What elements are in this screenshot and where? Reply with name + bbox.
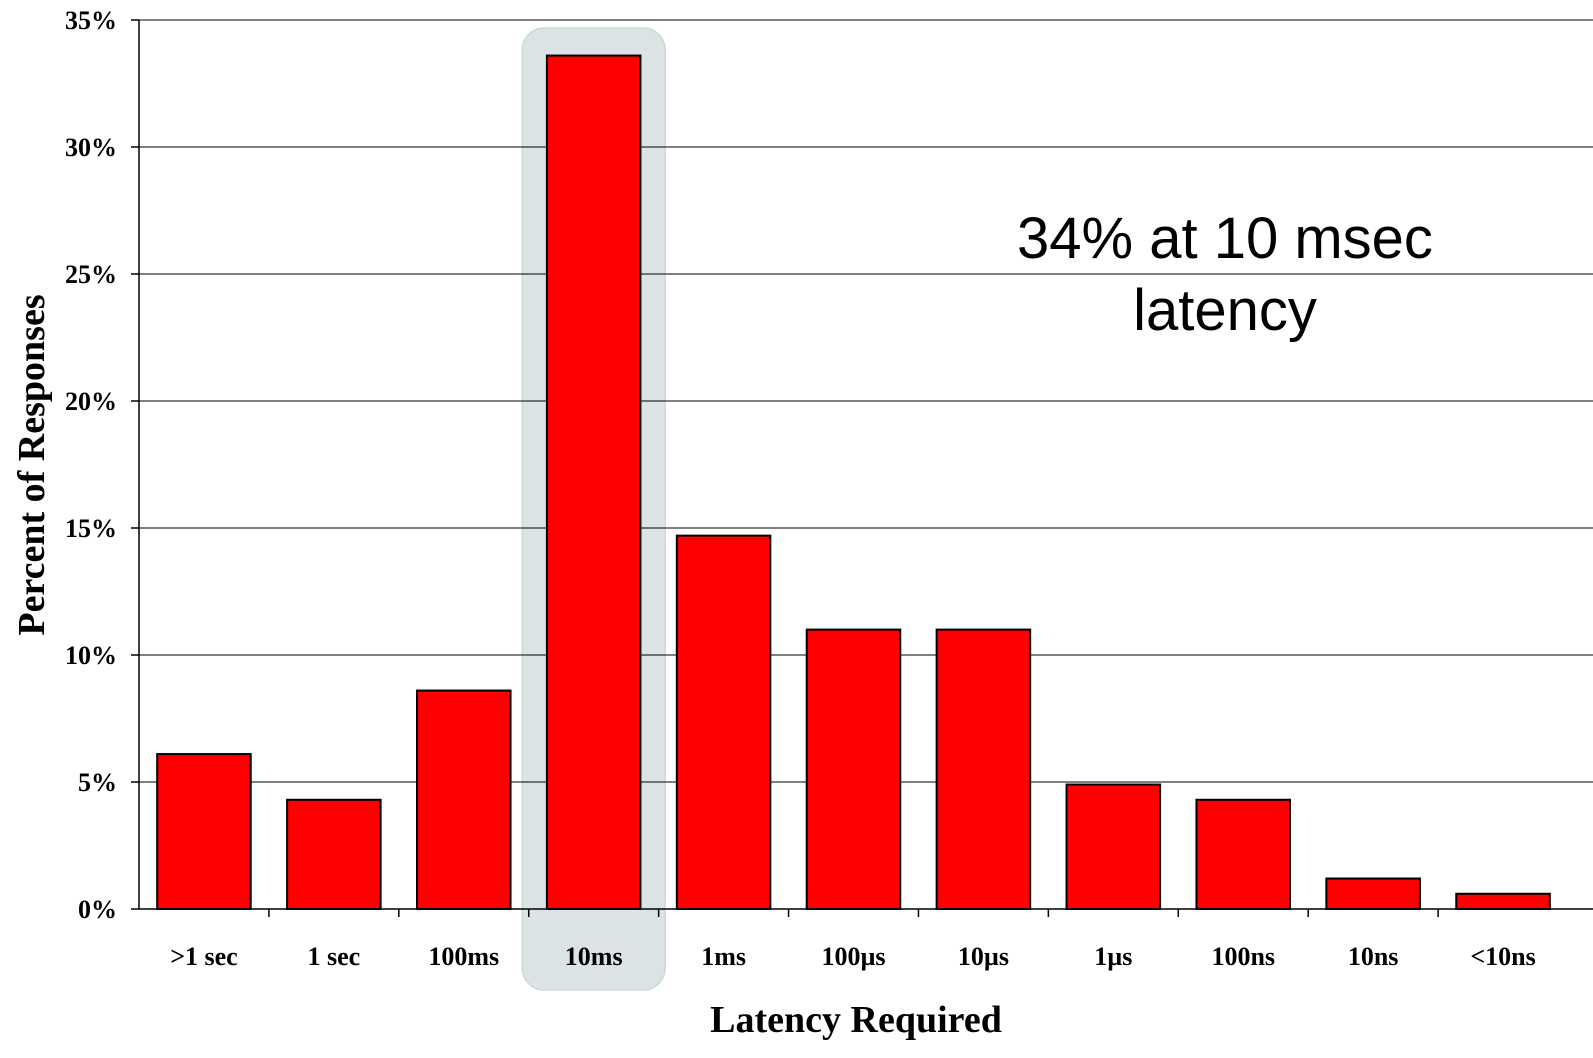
x-tick-label: 100ns (1211, 942, 1275, 971)
y-tick-label: 0% (78, 895, 117, 924)
y-tick-label: 35% (65, 6, 117, 35)
bar (1325, 877, 1421, 911)
x-axis-title: Latency Required (710, 999, 1002, 1041)
bar (805, 628, 902, 910)
x-tick-label: >1 sec (170, 942, 238, 971)
x-tick-label: 1 sec (308, 942, 361, 971)
labels-layer: 0% 5% 10% 15% 20% 25% 30% 35% >1 sec 1 sec 100ms 10… (65, 6, 1536, 971)
bar (675, 534, 772, 910)
bar (416, 689, 512, 910)
y-tick-label: 25% (65, 260, 117, 289)
y-tick-label: 10% (65, 641, 117, 670)
bars-layer (156, 54, 1551, 911)
annotation-line-2: latency (1133, 278, 1317, 343)
bar (156, 753, 252, 910)
x-tick-label: <10ns (1470, 942, 1535, 971)
bar (935, 628, 1032, 910)
y-axis-title: Percent of Responses (11, 294, 53, 635)
x-tick-label: 100µs (821, 942, 885, 971)
bar (545, 54, 642, 911)
x-tick-label: 1µs (1094, 942, 1132, 971)
x-tick-label: 10ns (1348, 942, 1399, 971)
bar (1195, 798, 1291, 911)
bar (286, 798, 382, 911)
y-tick-label: 5% (78, 768, 117, 797)
y-tick-label: 30% (65, 133, 117, 162)
y-tick-label: 20% (65, 387, 117, 416)
annotation-line-1: 34% at 10 msec (1017, 206, 1433, 271)
x-tick-label: 10ms (565, 942, 623, 971)
x-tick-label: 1ms (701, 942, 746, 971)
bar (1065, 783, 1162, 910)
y-tick-label: 15% (65, 514, 117, 543)
x-tick-label: 100ms (428, 942, 499, 971)
axis-layer (131, 19, 1593, 917)
bar (1455, 892, 1551, 911)
x-tick-label: 10µs (958, 942, 1009, 971)
